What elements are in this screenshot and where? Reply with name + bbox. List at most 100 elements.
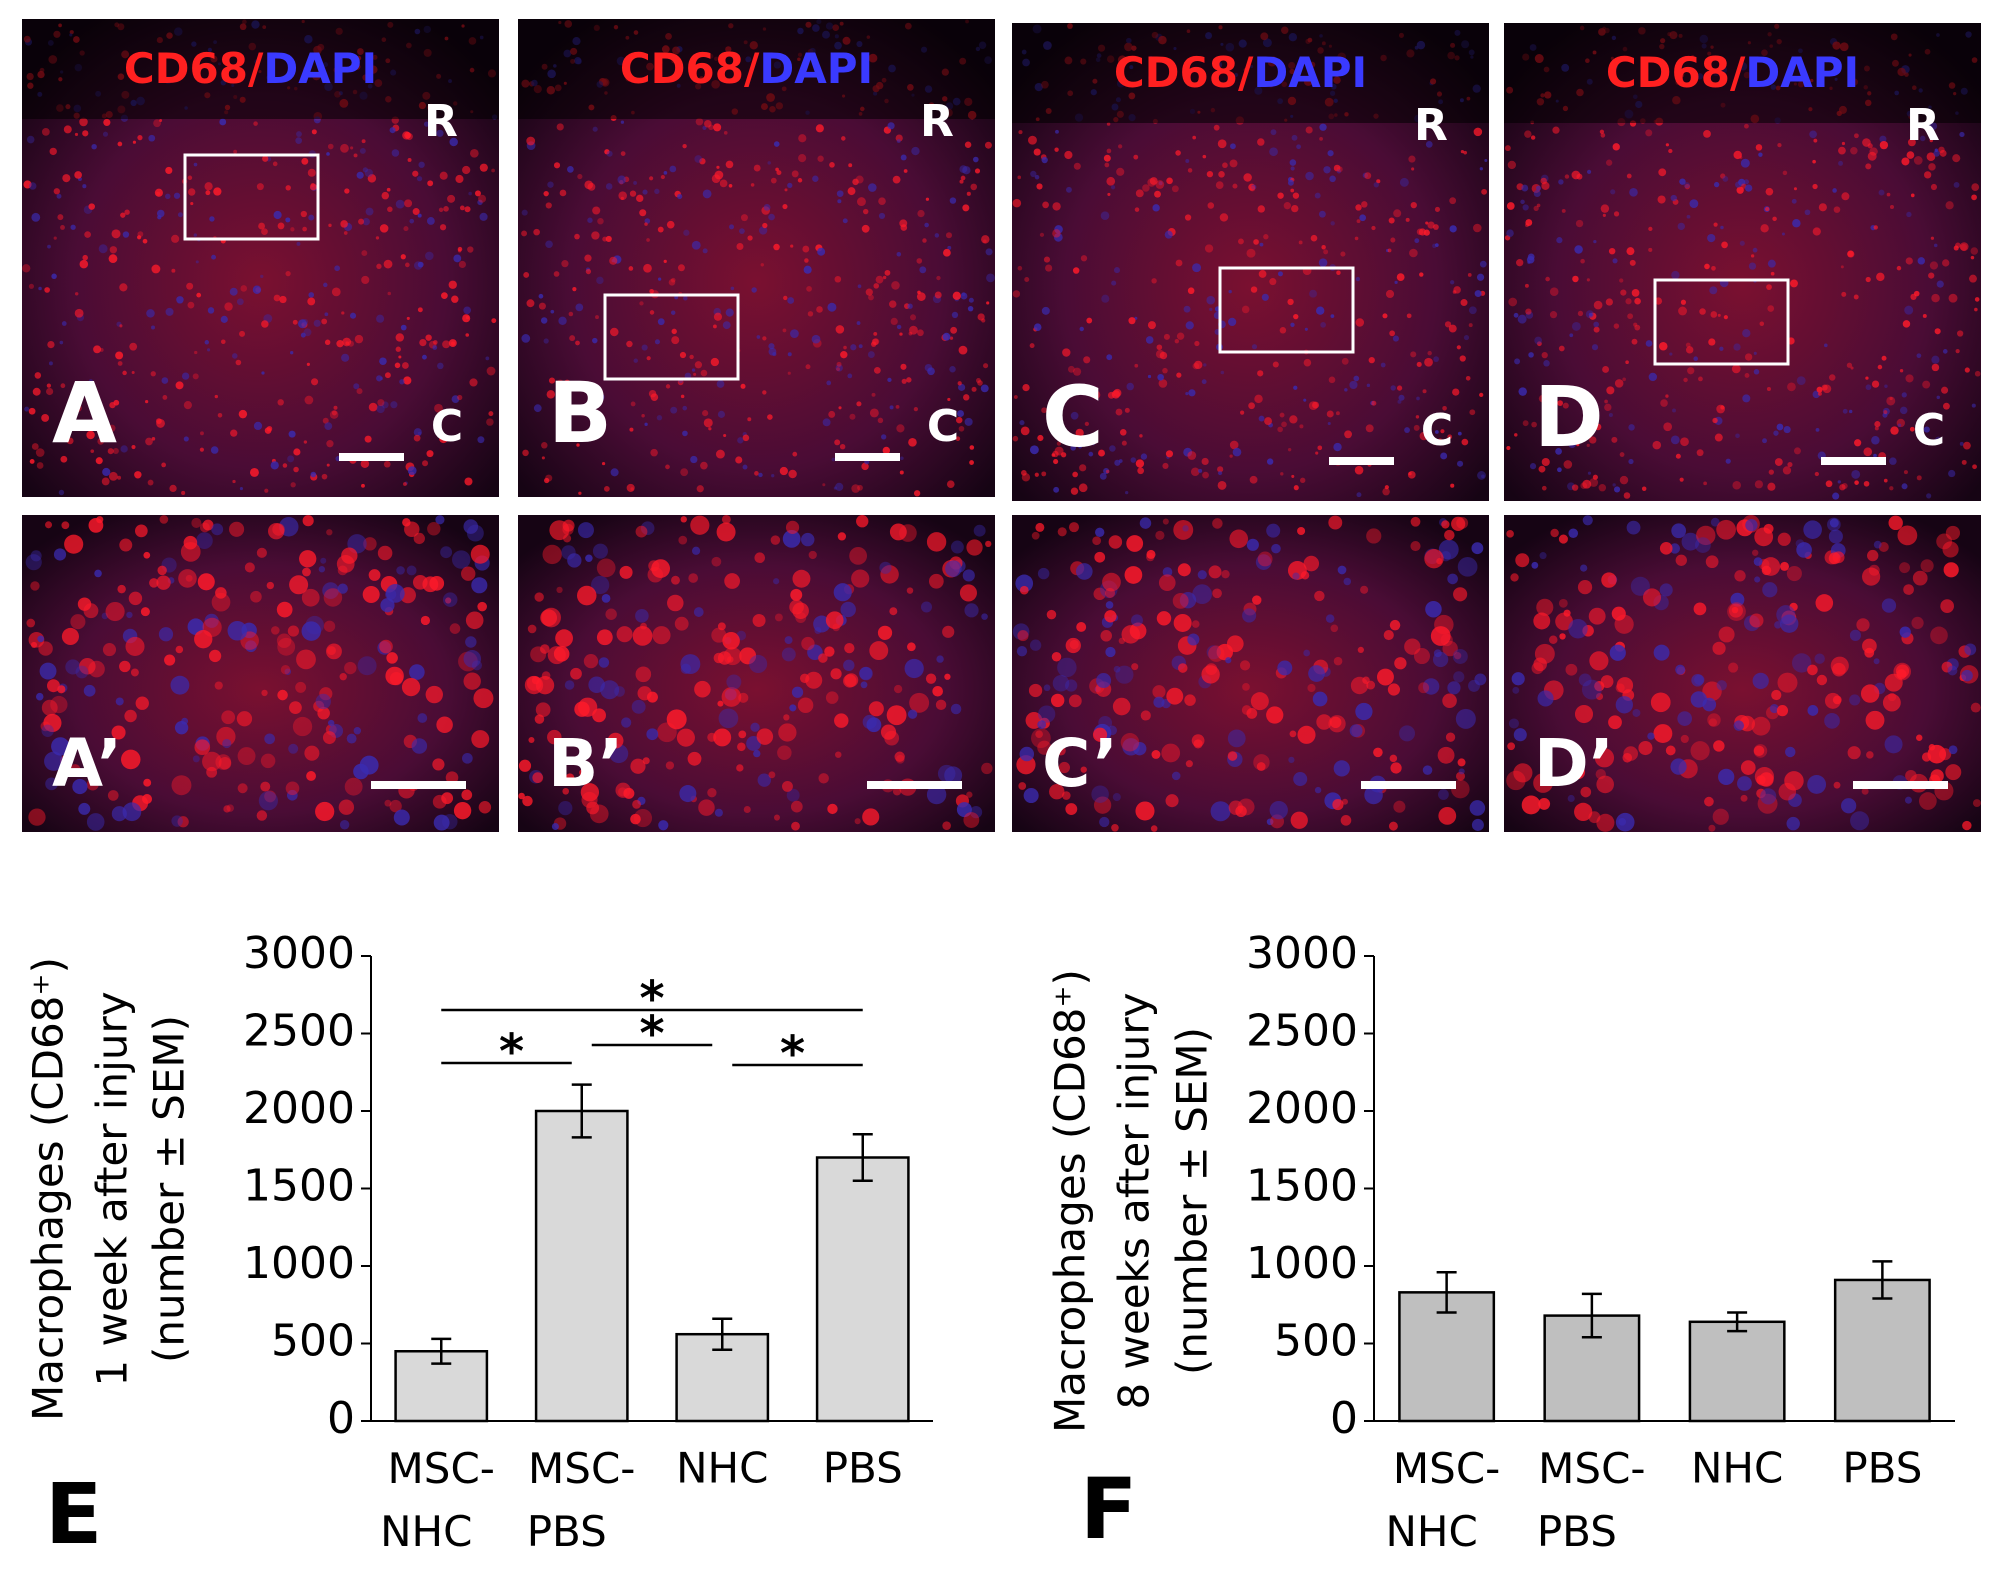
cell [1113, 267, 1121, 274]
cell [1414, 238, 1420, 244]
cell [1119, 428, 1127, 436]
cell [1815, 427, 1820, 432]
cell [1147, 178, 1156, 187]
cell [1589, 651, 1609, 671]
cell [1812, 183, 1818, 190]
cell [1410, 516, 1421, 527]
cell [1653, 724, 1673, 743]
cell [899, 470, 904, 475]
cell [468, 191, 472, 196]
x-tick-label: MSC-PBS [1537, 1444, 1646, 1556]
cell [562, 519, 575, 532]
cell [386, 187, 391, 192]
cell [837, 199, 842, 204]
cell [957, 410, 965, 418]
cell [1930, 183, 1938, 191]
cell [1548, 406, 1556, 414]
cell [907, 303, 913, 309]
cell [1612, 483, 1616, 487]
cell [1828, 529, 1843, 544]
cell [1580, 482, 1588, 490]
cell [643, 263, 652, 273]
cell [1453, 587, 1468, 602]
cell [518, 759, 532, 772]
cell [1916, 734, 1923, 741]
cell [1450, 280, 1455, 285]
cell [1837, 480, 1841, 484]
cell [1166, 687, 1184, 705]
cell [277, 399, 284, 406]
bottom-marker: C [1913, 405, 1945, 456]
cell [849, 546, 868, 565]
cell [604, 485, 610, 492]
cell [353, 153, 358, 158]
cell [88, 203, 95, 210]
cell [1328, 376, 1336, 384]
cell [646, 356, 651, 361]
cell [833, 486, 837, 490]
cell [65, 659, 81, 675]
cell [56, 193, 62, 199]
stain-blue: DAPI [1253, 48, 1367, 97]
cell [926, 784, 947, 805]
cell [1432, 243, 1437, 249]
cell [292, 319, 298, 325]
cell [108, 424, 116, 432]
cell [1142, 184, 1150, 192]
cell [1481, 474, 1485, 479]
cell [691, 240, 701, 250]
cell [736, 242, 744, 250]
cell [435, 515, 445, 525]
cell [1176, 372, 1182, 378]
cell [1065, 803, 1078, 815]
cell [1145, 336, 1154, 344]
y-tick-label: 1000 [1246, 1238, 1358, 1289]
cell [1721, 241, 1728, 249]
cell [1728, 662, 1739, 673]
cell [322, 582, 339, 599]
cell [440, 546, 453, 559]
cell [1744, 353, 1753, 361]
cell [122, 802, 142, 822]
cell [935, 699, 947, 711]
cell [1953, 245, 1959, 251]
cell [1504, 235, 1511, 241]
cell [1366, 680, 1376, 690]
cell [880, 565, 899, 584]
cell [1761, 557, 1781, 576]
cell [869, 641, 889, 661]
cell [739, 228, 745, 235]
cell [153, 119, 162, 128]
cell [747, 235, 753, 241]
cell [1469, 800, 1486, 816]
cell [185, 574, 193, 582]
cell [379, 376, 384, 381]
cell [947, 245, 952, 250]
cell [1269, 800, 1288, 820]
cell [264, 790, 277, 803]
error-bar [571, 1083, 592, 1139]
cell [1841, 141, 1846, 146]
cell [1650, 692, 1671, 713]
cell [229, 287, 238, 296]
cell [296, 241, 301, 246]
cell [1193, 360, 1203, 370]
cell [1261, 293, 1269, 301]
cell [924, 363, 933, 372]
cell [934, 233, 940, 238]
cell [782, 328, 787, 333]
cell [1752, 247, 1758, 253]
cell [1093, 587, 1106, 601]
cell [1107, 192, 1111, 196]
cell [1228, 289, 1232, 294]
y-axis-label: (number ± SEM) [1168, 1027, 1217, 1375]
cell [972, 156, 979, 163]
cell [1304, 327, 1308, 331]
cell [967, 305, 974, 312]
cell [134, 524, 148, 538]
cell [324, 339, 331, 345]
cell [1638, 740, 1653, 756]
cell [1696, 449, 1704, 457]
cell [380, 598, 395, 613]
cell [324, 312, 329, 317]
